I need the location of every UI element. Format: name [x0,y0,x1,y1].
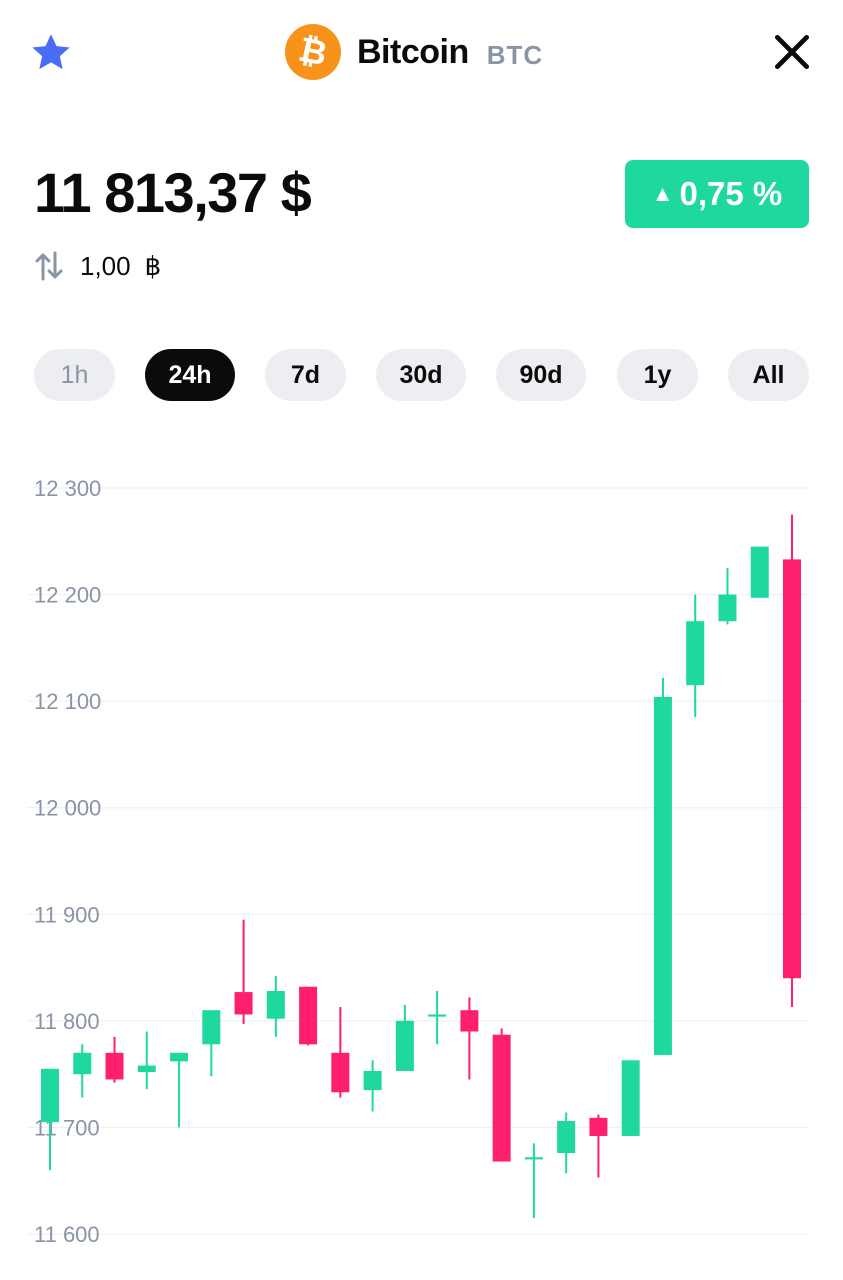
candle-down[interactable] [234,992,253,1015]
price-change-value: 0,75 % [679,175,783,212]
candle-up[interactable] [557,1121,576,1154]
candle-up[interactable] [718,594,737,622]
tab-1h[interactable]: 1h [34,349,115,401]
candle-up[interactable] [395,1020,414,1071]
price-value: 11 813,37 $ [34,161,312,224]
candle-up[interactable] [41,1068,59,1123]
tab-7d[interactable]: 7d [265,349,346,401]
candle-up[interactable] [170,1052,189,1062]
coin-ticker: BTC [486,39,544,70]
candle-up[interactable] [202,1010,221,1045]
bitcoin-logo-glyph: ₿ [295,29,331,75]
candle-up[interactable] [653,696,672,1055]
y-tick-label: 11 900 [34,902,100,927]
y-tick-label: 12 100 [34,689,101,714]
candle-up[interactable] [750,546,769,598]
candle-down[interactable] [105,1052,124,1080]
time-range-tabs: 1h 24h 7d 30d 90d 1y All [34,349,809,401]
tab-1y[interactable]: 1y [617,349,698,401]
swap-arrows-icon[interactable] [34,249,64,283]
y-tick-label: 12 300 [34,476,101,501]
y-tick-label: 12 200 [34,583,101,608]
y-tick-label: 11 600 [34,1222,100,1247]
star-icon[interactable] [28,30,74,76]
change-up-arrow-icon: ▲ [651,181,674,206]
candle-down[interactable] [299,986,318,1045]
conversion-amount: 1,00 [80,250,131,281]
coin-name: Bitcoin [357,32,469,71]
close-icon[interactable] [770,30,814,74]
candle-up[interactable] [524,1157,543,1160]
candle-up[interactable] [137,1065,156,1073]
coin-title: ₿ Bitcoin BTC [285,22,543,82]
candle-up[interactable] [428,1014,447,1017]
tab-30d[interactable]: 30d [376,349,466,401]
y-tick-label: 12 000 [34,796,101,821]
candle-down[interactable] [783,559,801,979]
tab-all[interactable]: All [728,349,809,401]
conversion-unit: ฿ [144,250,162,281]
tab-24h[interactable]: 24h [145,349,235,401]
y-tick-label: 11 800 [34,1009,100,1034]
bitcoin-logo-icon: ₿ [285,24,341,80]
candle-up[interactable] [686,621,705,686]
candle-down[interactable] [492,1034,511,1162]
candle-up[interactable] [73,1052,92,1075]
candle-up[interactable] [621,1060,640,1136]
candle-down[interactable] [589,1117,608,1136]
candle-up[interactable] [266,991,285,1019]
header: ₿ Bitcoin BTC [0,0,843,110]
candle-down[interactable] [331,1052,350,1093]
tab-90d[interactable]: 90d [496,349,586,401]
price-change-badge: ▲ 0,75 % [625,160,809,228]
conversion-row: 1,00 ฿ [34,246,161,286]
candle-down[interactable] [460,1010,479,1032]
candle-up[interactable] [363,1070,382,1091]
